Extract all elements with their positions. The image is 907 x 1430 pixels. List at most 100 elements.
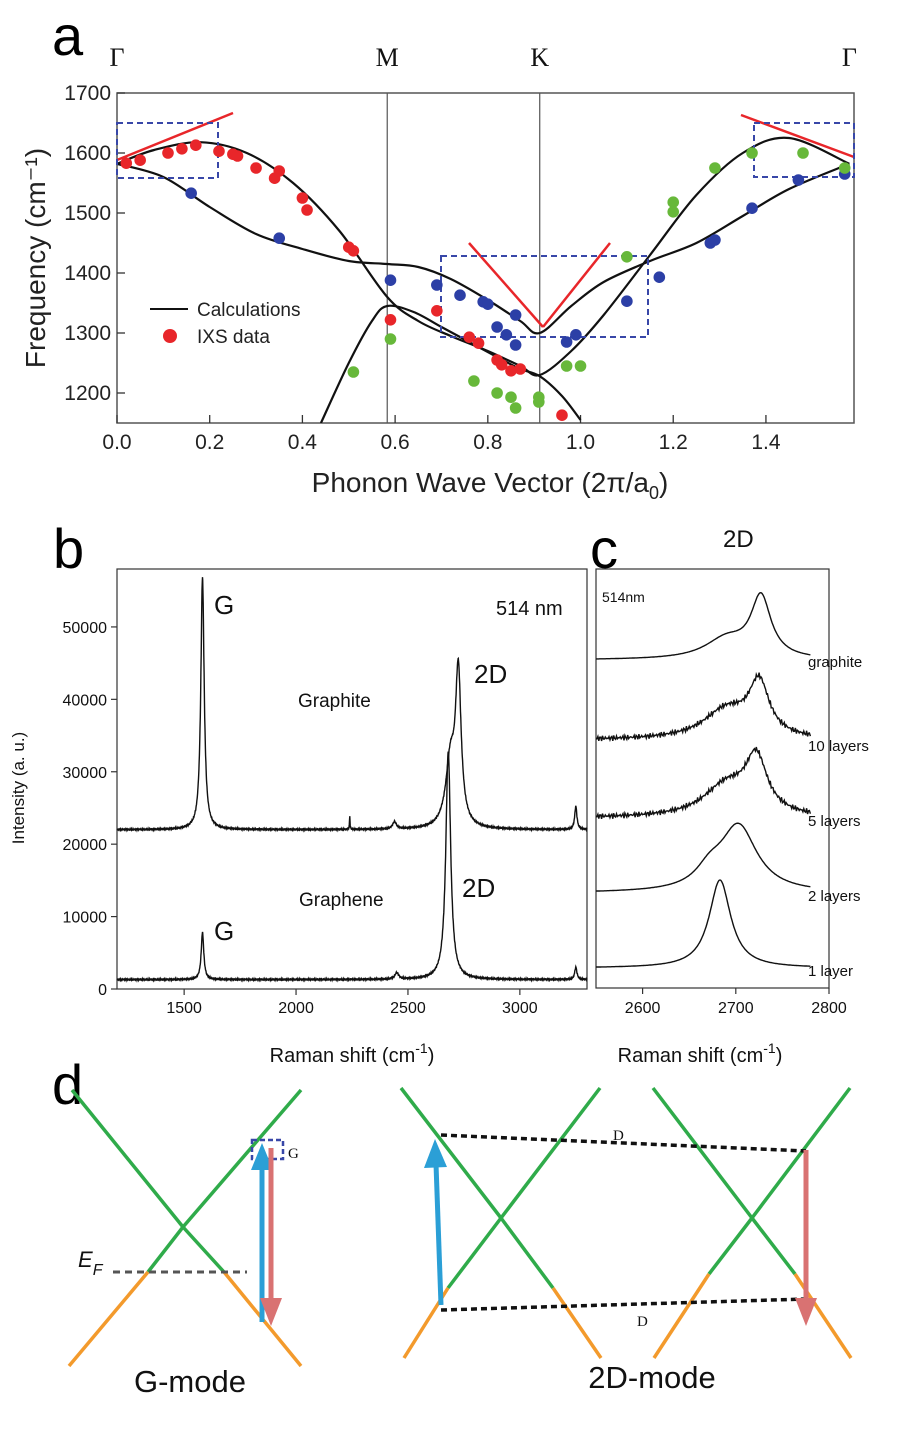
x-tick-label: 2800	[811, 1000, 847, 1017]
ixs-point	[505, 391, 517, 404]
y-tick-label: 1300	[64, 322, 111, 345]
g-peak-label-graphite: G	[214, 590, 234, 620]
2d-excitation-arrow-head	[424, 1139, 447, 1168]
ixs-point	[509, 309, 522, 321]
panel-a: a Γ M K Γ 0.0 0.2 0.4 0.6 0.8 1.0 1.2 1.4 1200 1300…	[20, 4, 857, 503]
ixs-point	[162, 147, 174, 159]
cone2-mid-left	[707, 1216, 754, 1276]
ixs-point	[556, 409, 568, 422]
x-tick-label: 0.6	[381, 431, 410, 454]
panel-c-letter: c	[590, 517, 618, 580]
slope-line-gamma-right	[740, 113, 855, 159]
panel-a-y-label: Frequency (cm⁻¹)	[20, 148, 51, 368]
panel-a-x-label: Phonon Wave Vector (2π/a0)	[312, 467, 669, 503]
x-tick-label: 0.8	[473, 431, 502, 454]
cone2-lower-left	[652, 1273, 711, 1359]
layer-label: 10 layers	[808, 738, 869, 755]
x-tick-label: 2500	[390, 1000, 426, 1017]
ixs-point	[797, 147, 809, 159]
cone-mid-left	[146, 1225, 185, 1274]
g-mode-label: G-mode	[134, 1364, 246, 1399]
2d-peak-label-graphite: 2D	[474, 659, 507, 689]
x-tick-label: 1500	[166, 1000, 202, 1017]
panel-c: c 2D 514nm 2600 2700 2800 graphite 10 layer…	[590, 517, 869, 1067]
ixs-point	[667, 206, 680, 218]
panel-d: d EF G G-mode	[52, 1053, 853, 1399]
spectrum-layer	[595, 671, 812, 743]
2d-emission-arrow-head	[795, 1298, 817, 1326]
panel-b-x-ticks: 1500 2000 2500 3000	[166, 989, 538, 1017]
ixs-point	[495, 359, 508, 371]
legend-calculations: Calculations	[197, 300, 301, 321]
ixs-point	[454, 289, 466, 302]
legend-ixs-data: IXS data	[197, 327, 270, 348]
legend-dot-swatch	[163, 329, 177, 343]
ixs-point	[347, 245, 360, 257]
panel-c-title: 2D	[723, 526, 754, 553]
g-phonon-label: G	[288, 1146, 299, 1162]
panel-a-legend: Calculations IXS data	[150, 300, 301, 348]
ixs-point	[621, 295, 633, 308]
ixs-point	[792, 174, 805, 186]
y-tick-label: 1400	[64, 262, 111, 285]
panel-c-spectra	[595, 591, 812, 968]
ixs-point	[574, 360, 587, 372]
layer-label: 5 layers	[808, 813, 861, 830]
panel-c-layer-labels: graphite 10 layers 5 layers 2 layers 1 layer	[808, 654, 869, 980]
ixs-point	[505, 365, 517, 377]
panel-b-y-ticks: 0 10000 20000 30000 40000 50000	[63, 620, 117, 999]
ixs-point	[301, 204, 313, 216]
ixs-point	[176, 143, 188, 155]
2d-mode-label: 2D-mode	[588, 1360, 716, 1395]
graphene-label: Graphene	[299, 890, 384, 911]
ixs-point	[120, 157, 133, 169]
spectrum-layer	[596, 591, 811, 660]
panel-b-y-label: Intensity (a. u.)	[9, 732, 28, 844]
cone1-upper-right	[499, 1086, 602, 1220]
2d-peak-label-graphene: 2D	[462, 873, 495, 903]
ixs-point	[533, 396, 545, 408]
y-tick-label: 1200	[64, 382, 111, 405]
calculation-curves	[117, 136, 850, 423]
panel-c-x-ticks: 2600 2700 2800	[625, 988, 847, 1017]
slope-line-k-right	[542, 242, 611, 328]
panel-d-letter: d	[52, 1053, 83, 1116]
x-tick-label: 3000	[502, 1000, 538, 1017]
ixs-point	[621, 250, 633, 263]
region-box-k	[440, 255, 649, 338]
spectrum-graphene	[116, 751, 588, 983]
spectrum-layer	[595, 822, 811, 892]
cone1-upper-left	[399, 1086, 503, 1220]
y-tick-label: 10000	[63, 910, 108, 927]
ixs-point	[134, 154, 146, 166]
ixs-point	[709, 234, 721, 246]
excitation-arrow-head	[251, 1143, 273, 1170]
fermi-level-label: EF	[78, 1247, 104, 1279]
x-tick-label: 2000	[278, 1000, 314, 1017]
emission-arrow-head	[260, 1298, 282, 1326]
d-phonon-scatter-bottom	[440, 1297, 807, 1312]
ixs-point	[347, 366, 360, 378]
symmetry-point-label: Γ	[842, 43, 857, 72]
ixs-point	[231, 150, 244, 162]
cone-lower-left	[67, 1270, 150, 1368]
ixs-point	[500, 329, 513, 341]
ixs-point	[273, 232, 286, 244]
panel-c-x-label: Raman shift (cm-1)	[618, 1040, 783, 1067]
cone2-mid-right	[750, 1216, 797, 1276]
ixs-point	[491, 387, 503, 399]
panel-b-frame	[116, 568, 588, 990]
y-tick-label: 1600	[64, 142, 111, 165]
cone2-upper-left	[651, 1086, 754, 1220]
cone-upper-left	[70, 1088, 185, 1229]
ixs-point	[468, 375, 480, 387]
ixs-point	[838, 162, 851, 174]
cone1-mid-right	[499, 1216, 555, 1290]
x-tick-label: 2700	[718, 1000, 754, 1017]
2d-mode-cones: D D 2D-mode	[399, 1086, 853, 1395]
y-tick-label: 1700	[64, 82, 111, 105]
d-label-top: D	[613, 1128, 624, 1144]
y-tick-label: 1500	[64, 202, 111, 225]
layer-label: graphite	[808, 654, 862, 671]
panel-c-laser-label: 514nm	[602, 589, 645, 605]
